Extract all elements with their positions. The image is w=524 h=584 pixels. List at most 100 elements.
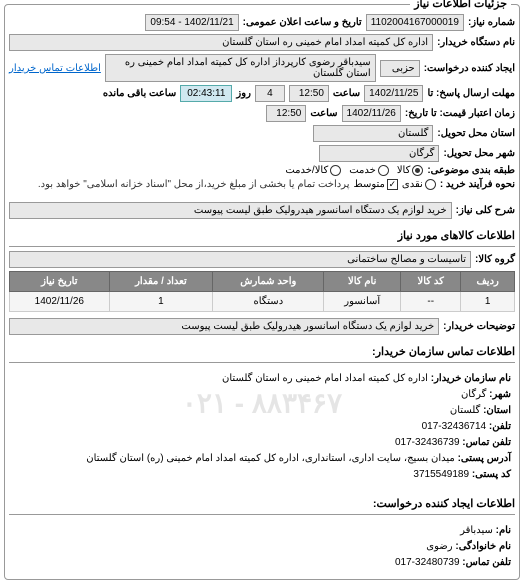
contact-province-label: استان: bbox=[483, 405, 511, 416]
th-name: نام کالا bbox=[324, 272, 401, 292]
requester-header: اطلاعات ایجاد کننده درخواست: bbox=[9, 493, 515, 515]
payment-label: نحوه فرآیند خرید : bbox=[440, 179, 515, 190]
radio-goods[interactable]: کالا bbox=[397, 165, 424, 176]
row-description: شرح کلی نیاز: خرید لوازم یک دستگاه اسانس… bbox=[9, 202, 515, 219]
check-medium-icon bbox=[387, 179, 398, 190]
contact-fax-label: تلفن تماس: bbox=[462, 437, 511, 448]
row-buyer: نام دستگاه خریدار: اداره کل کمیته امداد … bbox=[9, 34, 515, 51]
buyer-field: اداره کل کمیته امداد امام خمینی ره استان… bbox=[9, 34, 433, 51]
radio-goods-icon bbox=[412, 165, 423, 176]
contact-link[interactable]: اطلاعات تماس خریدار bbox=[9, 63, 101, 74]
radio-cash[interactable]: نقدی bbox=[402, 179, 436, 190]
contact-phone-row: تلفن: 32436714-017 bbox=[13, 419, 511, 435]
th-date: تاریخ نیاز bbox=[10, 272, 110, 292]
classification-radio-group: کالا خدمت کالا/خدمت bbox=[285, 165, 423, 176]
contact-fax-row: تلفن تماس: 32436739-017 bbox=[13, 435, 511, 451]
validity-label: زمان اعتبار قیمت: تا تاریخ: bbox=[405, 108, 515, 119]
number-field: 1102004167000019 bbox=[366, 14, 464, 31]
buyer-label: نام دستگاه خریدار: bbox=[437, 37, 515, 48]
td-code: -- bbox=[401, 292, 461, 312]
city-label: شهر محل تحویل: bbox=[443, 148, 515, 159]
time-label-2: ساعت bbox=[310, 108, 337, 119]
time-label-1: ساعت bbox=[333, 88, 360, 99]
announce-label: تاریخ و ساعت اعلان عمومی: bbox=[243, 17, 362, 28]
group-label: گروه کالا: bbox=[475, 254, 515, 265]
remain-days-label: روز bbox=[236, 88, 251, 99]
th-code: کد کالا bbox=[401, 272, 461, 292]
requester-block: نام: سیدباقر نام خانوادگی: رضوی تلفن تما… bbox=[9, 519, 515, 575]
row-group: گروه کالا: تاسیسات و مصالح ساختمانی bbox=[9, 251, 515, 268]
radio-both[interactable]: کالا/خدمت bbox=[285, 165, 341, 176]
requester-name-label: نام: bbox=[496, 525, 511, 536]
contact-city-row: شهر: گرگان bbox=[13, 387, 511, 403]
remain-suffix: ساعت باقی مانده bbox=[103, 88, 176, 99]
contact-org-row: نام سازمان خریدار: اداره کل کمیته امداد … bbox=[13, 371, 511, 387]
radio-cash-label: نقدی bbox=[402, 179, 423, 190]
td-index: 1 bbox=[461, 292, 515, 312]
row-number: شماره نیاز: 1102004167000019 تاریخ و ساع… bbox=[9, 14, 515, 31]
province-label: استان محل تحویل: bbox=[437, 128, 515, 139]
contact-postal-row: کد پستی: 3715549189 bbox=[13, 467, 511, 483]
contact-address: میدان بسیج، سایت اداری، استانداری، اداره… bbox=[86, 453, 454, 464]
items-table: ردیف کد کالا نام کالا واحد شمارش تعداد /… bbox=[9, 271, 515, 312]
contact-city: گرگان bbox=[461, 389, 486, 400]
table-row: 1 -- آسانسور دستگاه 1 1402/11/26 bbox=[10, 292, 515, 312]
row-response: مهلت ارسال پاسخ: تا 1402/11/25 ساعت 12:5… bbox=[9, 85, 515, 102]
details-panel: جزئیات اطلاعات نیاز شماره نیاز: 11020041… bbox=[4, 4, 520, 580]
city-field: گرگان bbox=[319, 145, 439, 162]
validity-date-field: 1402/11/26 bbox=[342, 105, 401, 122]
countdown-field: 02:43:11 bbox=[180, 85, 232, 102]
response-date-field: 1402/11/25 bbox=[364, 85, 423, 102]
radio-both-icon bbox=[330, 165, 341, 176]
td-qty: 1 bbox=[109, 292, 213, 312]
requester-phone-label: تلفن تماس: bbox=[462, 557, 511, 568]
radio-service-label: خدمت bbox=[349, 165, 376, 176]
validity-time-field: 12:50 bbox=[266, 105, 306, 122]
contact-org: اداره کل کمیته امداد امام خمینی ره استان… bbox=[222, 373, 428, 384]
response-label: مهلت ارسال پاسخ: تا bbox=[427, 88, 515, 99]
table-header-row: ردیف کد کالا نام کالا واحد شمارش تعداد /… bbox=[10, 272, 515, 292]
td-name: آسانسور bbox=[324, 292, 401, 312]
items-header: اطلاعات کالاهای مورد نیاز bbox=[9, 225, 515, 247]
group-field: تاسیسات و مصالح ساختمانی bbox=[9, 251, 471, 268]
td-date: 1402/11/26 bbox=[10, 292, 110, 312]
contact-org-label: نام سازمان خریدار: bbox=[431, 373, 511, 384]
announce-field: 1402/11/21 - 09:54 bbox=[145, 14, 238, 31]
requester-name-row: نام: سیدباقر bbox=[13, 523, 511, 539]
row-validity: زمان اعتبار قیمت: تا تاریخ: 1402/11/26 س… bbox=[9, 105, 515, 122]
requester-phone-row: تلفن تماس: 32480739-017 bbox=[13, 555, 511, 571]
row-classification: طبقه بندی موضوعی: کالا خدمت کالا/خدمت bbox=[9, 165, 515, 176]
row-city: شهر محل تحویل: گرگان bbox=[9, 145, 515, 162]
contact-address-row: آدرس پستی: میدان بسیج، سایت اداری، استان… bbox=[13, 451, 511, 467]
contact-postal-label: کد پستی: bbox=[472, 469, 511, 480]
requester-phone: 32480739-017 bbox=[395, 557, 460, 568]
contact-province-row: استان: گلستان bbox=[13, 403, 511, 419]
check-medium[interactable]: متوسط bbox=[353, 179, 397, 190]
contact-city-label: شهر: bbox=[489, 389, 511, 400]
contact-header: اطلاعات تماس سازمان خریدار: bbox=[9, 341, 515, 363]
creator-type-field: حزبی bbox=[380, 60, 420, 77]
contact-block: نام سازمان خریدار: اداره کل کمیته امداد … bbox=[9, 367, 515, 487]
row-creator: ایجاد کننده درخواست: حزبی سیدباقر رضوی ک… bbox=[9, 54, 515, 82]
description-field: خرید لوازم یک دستگاه اسانسور هیدرولیک طب… bbox=[9, 202, 452, 219]
radio-service[interactable]: خدمت bbox=[349, 165, 389, 176]
number-label: شماره نیاز: bbox=[468, 17, 515, 28]
buyer-notes-label: توضیحات خریدار: bbox=[443, 321, 515, 332]
creator-field: سیدباقر رضوی کارپرداز اداره کل کمیته امد… bbox=[105, 54, 376, 82]
th-unit: واحد شمارش bbox=[213, 272, 324, 292]
watermark-section: ۸۸۳۴۶۷ - ۰۲۱ توضیحات خریدار: خرید لوازم … bbox=[9, 318, 515, 487]
remain-days-field: 4 bbox=[255, 85, 285, 102]
contact-phone: 32436714-017 bbox=[422, 421, 487, 432]
check-medium-label: متوسط bbox=[353, 179, 384, 190]
requester-family: رضوی bbox=[426, 541, 452, 552]
buyer-notes-field: خرید لوازم یک دستگاه اسانسور هیدرولیک طب… bbox=[9, 318, 439, 335]
row-buyer-notes: توضیحات خریدار: خرید لوازم یک دستگاه اسا… bbox=[9, 318, 515, 335]
row-province: استان محل تحویل: گلستان bbox=[9, 125, 515, 142]
contact-address-label: آدرس پستی: bbox=[458, 453, 511, 464]
contact-postal: 3715549189 bbox=[413, 469, 469, 480]
radio-service-icon bbox=[378, 165, 389, 176]
panel-title: جزئیات اطلاعات نیاز bbox=[410, 0, 511, 10]
classification-label: طبقه بندی موضوعی: bbox=[427, 165, 515, 176]
th-index: ردیف bbox=[461, 272, 515, 292]
th-qty: تعداد / مقدار bbox=[109, 272, 213, 292]
